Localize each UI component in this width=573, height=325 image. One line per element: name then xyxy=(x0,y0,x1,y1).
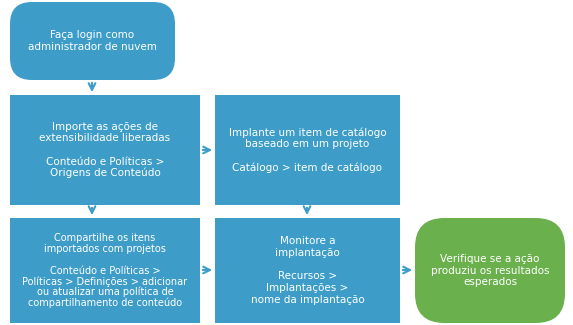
Text: administrador de nuvem: administrador de nuvem xyxy=(28,42,157,52)
Text: Implante um item de catálogo: Implante um item de catálogo xyxy=(229,127,386,138)
Text: importados com projetos: importados com projetos xyxy=(44,244,166,254)
Text: baseado em um projeto: baseado em um projeto xyxy=(245,139,370,149)
Text: extensibilidade liberadas: extensibilidade liberadas xyxy=(40,133,171,143)
FancyBboxPatch shape xyxy=(415,218,565,323)
Text: Políticas > Definições > adicionar: Políticas > Definições > adicionar xyxy=(22,276,187,287)
Text: Monitore a: Monitore a xyxy=(280,237,335,246)
Text: produziu os resultados: produziu os resultados xyxy=(431,266,550,276)
Text: Conteúdo e Políticas >: Conteúdo e Políticas > xyxy=(50,266,160,276)
Text: Conteúdo e Políticas >: Conteúdo e Políticas > xyxy=(46,157,164,167)
Bar xyxy=(10,95,200,205)
Bar xyxy=(215,95,400,205)
Text: Verifique se a ação: Verifique se a ação xyxy=(440,254,540,264)
Text: Origens de Conteúdo: Origens de Conteúdo xyxy=(50,168,160,178)
Text: ou atualizar uma política de: ou atualizar uma política de xyxy=(37,287,174,297)
Text: implantação: implantação xyxy=(275,248,340,258)
Text: Importe as ações de: Importe as ações de xyxy=(52,122,158,132)
Text: Compartilhe os itens: Compartilhe os itens xyxy=(54,233,156,243)
Text: Implantações >: Implantações > xyxy=(266,283,348,293)
Text: Catálogo > item de catálogo: Catálogo > item de catálogo xyxy=(233,162,383,173)
FancyBboxPatch shape xyxy=(10,2,175,80)
Text: Faça login como: Faça login como xyxy=(50,30,135,40)
Text: compartilhamento de conteúdo: compartilhamento de conteúdo xyxy=(28,298,182,308)
Text: esperados: esperados xyxy=(463,277,517,287)
Text: nome da implantação: nome da implantação xyxy=(250,294,364,305)
Bar xyxy=(215,218,400,323)
Bar xyxy=(10,218,200,323)
Text: Recursos >: Recursos > xyxy=(278,271,337,281)
